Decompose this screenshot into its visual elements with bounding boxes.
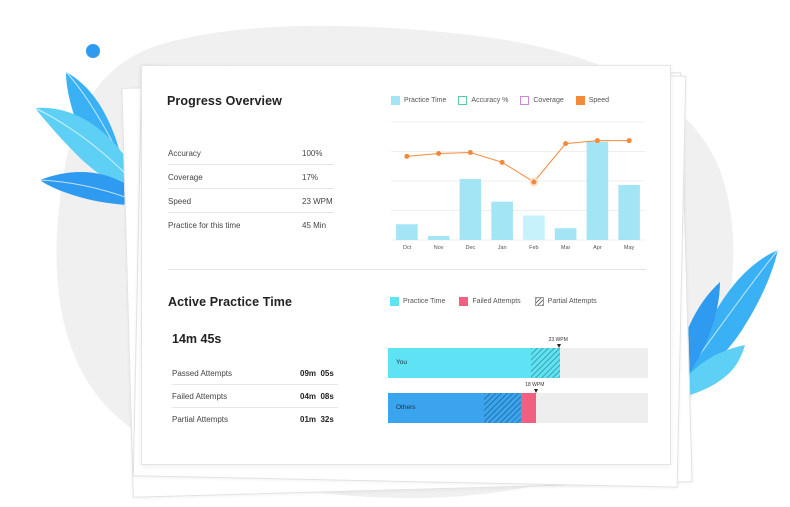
chart-bar	[554, 228, 577, 240]
chart-bar	[523, 215, 545, 240]
speed-marker-icon	[557, 344, 562, 348]
chart-bar	[586, 141, 609, 240]
legend-label: Accuracy %	[471, 97, 509, 104]
stat-value: 23 WPM	[302, 197, 333, 206]
chart-bar	[491, 201, 513, 240]
stat-label: Accuracy	[168, 149, 201, 158]
attempt-value: 09m 05s	[300, 369, 334, 378]
speed-marker-icon	[533, 389, 538, 393]
chart-bar	[427, 236, 450, 240]
chart-bar	[396, 224, 418, 240]
stat-row-coverage: Coverage 17%	[168, 165, 334, 189]
active-legend: Practice Time Failed Attempts Partial At…	[390, 297, 597, 306]
bar-fill	[388, 348, 560, 378]
legend-item-practice-time[interactable]: Practice Time	[391, 96, 446, 105]
legend-label: Partial Attempts	[547, 298, 597, 305]
accent-dot	[86, 44, 100, 58]
speed-point	[531, 179, 537, 185]
attempt-seconds: 05s	[320, 369, 334, 378]
stat-value: 100%	[302, 149, 323, 158]
legend-label: Speed	[588, 97, 609, 104]
legend-swatch	[534, 297, 544, 306]
x-tick-label: Jan	[498, 245, 507, 251]
legend-swatch	[391, 96, 400, 105]
stat-value: 45 Min	[302, 221, 327, 230]
attempt-label: Partial Attempts	[172, 415, 229, 424]
comparison-bar-you: You	[388, 348, 648, 378]
report-card: Progress Overview Accuracy 100% Coverage…	[141, 65, 671, 465]
stat-label: Speed	[168, 197, 192, 206]
speed-line	[406, 140, 630, 183]
attempt-row-passed: Passed Attempts 09m 05s	[172, 362, 338, 385]
progress-legend: Practice Time Accuracy % Coverage Speed	[391, 96, 609, 105]
comparison-bar-others: Others	[388, 393, 648, 423]
stat-row-practice-time: Practice for this time 45 Min	[168, 213, 334, 237]
stat-row-speed: Speed 23 WPM	[168, 189, 334, 213]
legend-swatch	[575, 96, 585, 105]
chart-bar	[618, 184, 640, 240]
attempt-label: Failed Attempts	[172, 392, 228, 401]
legend-label: Failed Attempts	[472, 298, 521, 305]
x-tick-label: Apr	[593, 245, 602, 251]
progress-chart: Oct Nov Dec Jan Feb Mar Apr May	[391, 121, 645, 251]
x-tick-label: Oct	[403, 245, 412, 251]
x-tick-label: Dec	[465, 245, 475, 251]
attempt-label: Passed Attempts	[172, 369, 233, 378]
x-tick-label: Feb	[529, 245, 538, 251]
speed-point	[467, 149, 473, 155]
stat-row-accuracy: Accuracy 100%	[168, 141, 334, 165]
attempt-value: 04m 08s	[300, 392, 334, 401]
x-tick-label: May	[624, 245, 635, 251]
attempt-value: 01m 32s	[300, 415, 334, 424]
total-practice-time: 14m 45s	[172, 332, 222, 346]
legend-label: Practice Time	[404, 97, 447, 104]
legend-item-practice-time[interactable]: Practice Time	[390, 297, 445, 306]
bar-label: You	[396, 359, 407, 366]
attempt-minutes: 09m	[300, 369, 317, 378]
legend-label: Coverage	[533, 97, 564, 104]
legend-item-coverage[interactable]: Coverage	[520, 96, 564, 105]
attempt-seconds: 32s	[320, 415, 334, 424]
speed-marker-label: 18 WPM	[525, 382, 545, 388]
bar-partial-hatch	[484, 393, 521, 423]
speed-point	[626, 138, 632, 144]
legend-swatch	[390, 297, 399, 306]
speed-point	[404, 153, 410, 159]
bar-failed	[520, 393, 537, 423]
x-tick-label: Mar	[561, 245, 571, 251]
attempt-row-partial: Partial Attempts 01m 32s	[172, 408, 338, 431]
speed-point	[499, 159, 505, 165]
progress-overview-title: Progress Overview	[167, 94, 282, 108]
speed-marker-label: 23 WPM	[548, 337, 568, 343]
bar-label: Others	[396, 404, 416, 411]
legend-item-failed-attempts[interactable]: Failed Attempts	[459, 297, 521, 306]
speed-point	[594, 138, 600, 144]
speed-point	[563, 141, 569, 147]
attempt-minutes: 01m	[300, 415, 317, 424]
stat-label: Practice for this time	[168, 221, 241, 230]
legend-label: Practice Time	[403, 298, 446, 305]
legend-swatch	[459, 297, 469, 306]
attempt-minutes: 04m	[300, 392, 317, 401]
stat-label: Coverage	[168, 173, 203, 182]
legend-item-speed[interactable]: Speed	[575, 96, 609, 105]
chart-bar	[459, 179, 482, 240]
section-divider	[168, 269, 646, 270]
active-practice-title: Active Practice Time	[168, 295, 293, 309]
speed-point	[436, 150, 442, 156]
legend-item-partial-attempts[interactable]: Partial Attempts	[534, 297, 597, 306]
attempt-row-failed: Failed Attempts 04m 08s	[172, 385, 338, 408]
bar-fill	[388, 393, 521, 423]
legend-swatch	[520, 96, 530, 105]
x-tick-label: Nov	[434, 245, 444, 251]
stat-value: 17%	[302, 173, 319, 182]
legend-item-accuracy[interactable]: Accuracy %	[458, 96, 508, 105]
bar-partial-hatch	[531, 348, 560, 378]
legend-swatch	[458, 96, 468, 105]
attempt-seconds: 08s	[320, 392, 334, 401]
